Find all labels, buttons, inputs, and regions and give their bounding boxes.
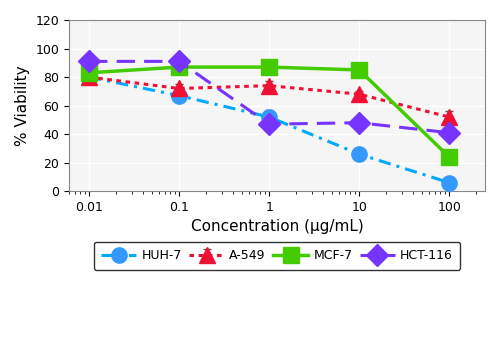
X-axis label: Concentration (μg/mL): Concentration (μg/mL) xyxy=(190,219,364,234)
Y-axis label: % Viability: % Viability xyxy=(15,65,30,146)
Legend: HUH-7, A-549, MCF-7, HCT-116: HUH-7, A-549, MCF-7, HCT-116 xyxy=(94,242,461,270)
